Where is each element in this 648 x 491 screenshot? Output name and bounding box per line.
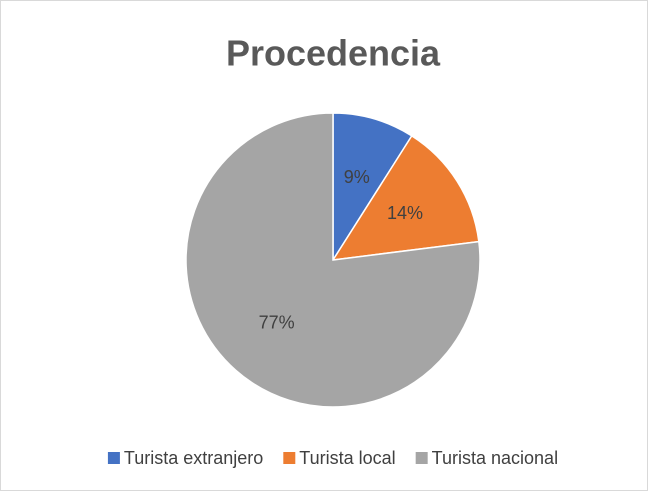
- data-label: 77%: [259, 313, 295, 333]
- pie-slice: [185, 112, 481, 408]
- legend-label: Turista extranjero: [124, 448, 263, 468]
- chart-title: Procedencia: [226, 33, 441, 74]
- legend-marker: [415, 452, 428, 464]
- legend-marker: [107, 452, 120, 464]
- legend-marker: [283, 452, 296, 464]
- legend-label: Turista local: [299, 448, 395, 468]
- data-label: 9%: [344, 167, 370, 187]
- pie-slice: [332, 112, 413, 263]
- data-label: 14%: [387, 203, 423, 223]
- pie-slice: [331, 134, 480, 261]
- legend-label: Turista nacional: [432, 448, 558, 468]
